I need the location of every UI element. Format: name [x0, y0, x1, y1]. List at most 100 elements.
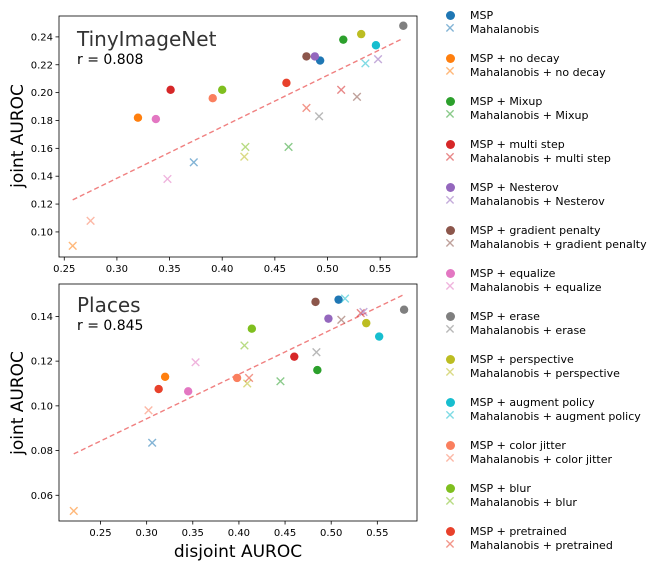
cross-icon: ✕: [444, 365, 456, 381]
x-marker-icon: ✕: [442, 151, 458, 165]
y-tick-label: 0.18: [31, 116, 53, 127]
circle-marker-icon: [442, 139, 458, 149]
msp-point: [362, 318, 371, 328]
cross-icon: ✕: [444, 537, 456, 553]
y-axis-label-tinyimagenet: joint AUROC: [8, 84, 28, 189]
msp-point: [399, 21, 408, 30]
x-marker-stroke: [359, 307, 368, 317]
msp-point: [313, 365, 322, 375]
legend-label: Mahalanobis + augment policy: [470, 409, 641, 423]
y-tick-label: 0.10: [31, 227, 53, 238]
legend-item: ✕ Mahalanobis + color jitter: [442, 452, 654, 466]
mahalanobis-point: [284, 142, 293, 152]
legend-label: Mahalanobis + equalize: [470, 280, 602, 294]
x-marker-stroke: [144, 406, 153, 415]
legend-label: Mahalanobis + pretrained: [470, 538, 613, 552]
legend-item: MSP + multi step: [442, 137, 654, 151]
dot-icon: [445, 440, 455, 450]
mahalanobis-point: [336, 85, 346, 95]
cross-icon: ✕: [444, 494, 456, 510]
x-marker-stroke: [147, 438, 157, 448]
mahalanobis-point: [144, 406, 153, 415]
legend: MSP ✕ Mahalanobis MSP + no decay ✕ Mahalanobi…: [442, 8, 654, 553]
msp-point: [339, 35, 348, 44]
msp-point: [311, 297, 320, 307]
y-tick-label: 0.10: [31, 401, 53, 412]
msp-point: [374, 332, 384, 341]
y-tick-label: 0.12: [31, 357, 53, 368]
msp-point: [218, 85, 227, 95]
msp-point: [310, 52, 320, 61]
x-marker-icon: ✕: [442, 323, 458, 337]
mahalanobis-point: [340, 294, 350, 303]
circle-marker-icon: [442, 440, 458, 450]
x-marker-icon: ✕: [442, 65, 458, 79]
msp-point: [399, 305, 409, 314]
x-marker-icon: ✕: [442, 409, 458, 423]
cross-icon: ✕: [444, 193, 456, 209]
legend-item: MSP + Nesterov: [442, 180, 654, 194]
msp-point: [282, 78, 291, 88]
legend-item: ✕ Mahalanobis + equalize: [442, 280, 654, 294]
x-tick-label: 0.50: [320, 528, 342, 539]
legend-item: ✕ Mahalanobis + Mixup: [442, 108, 654, 122]
x-tick-label: 0.35: [158, 264, 180, 275]
x-tick-label: 0.30: [106, 264, 128, 275]
legend-label: MSP + augment policy: [470, 395, 595, 409]
figure: 0.25 0.30 0.35 0.40 0.45 0.50 0.55 0.10 0.12 0.1…: [8, 15, 418, 562]
panel-title-places: Places: [77, 293, 141, 317]
x-tick-label: 0.30: [136, 528, 158, 539]
x-marker-icon: ✕: [442, 280, 458, 294]
circle-marker-icon: [442, 354, 458, 364]
legend-label: Mahalanobis + multi step: [470, 151, 611, 165]
msp-point: [302, 52, 311, 61]
cross-icon: ✕: [444, 236, 456, 252]
cross-icon: ✕: [444, 322, 456, 338]
dot-icon: [445, 397, 455, 407]
legend-spacer: [442, 337, 654, 352]
dot-icon: [445, 53, 455, 63]
msp-point: [356, 29, 366, 39]
x-marker-stroke: [356, 308, 366, 318]
legend-label: MSP + no decay: [470, 51, 560, 65]
cross-icon: ✕: [444, 408, 456, 424]
legend-item: ✕ Mahalanobis + perspective: [442, 366, 654, 380]
msp-point: [166, 85, 175, 95]
dot-icon: [445, 526, 455, 536]
y-tick-label: 0.08: [31, 446, 53, 457]
x-marker-icon: ✕: [442, 194, 458, 208]
circle-marker-icon: [442, 526, 458, 536]
msp-point: [334, 295, 343, 304]
legend-item: ✕ Mahalanobis: [442, 22, 654, 36]
x-marker-icon: ✕: [442, 538, 458, 552]
mahalanobis-point: [147, 438, 157, 448]
msp-point: [371, 41, 381, 50]
mahalanobis-point: [189, 157, 199, 167]
mahalanobis-point: [86, 216, 95, 226]
y-tick-label: 0.14: [31, 172, 53, 183]
msp-point: [151, 114, 161, 124]
legend-spacer: [442, 79, 654, 94]
dot-icon: [445, 10, 455, 20]
cross-icon: ✕: [444, 64, 456, 80]
legend-label: Mahalanobis + erase: [470, 323, 586, 337]
correlation-label-tinyimagenet: r = 0.808: [77, 52, 143, 68]
mahalanobis-point: [276, 376, 285, 386]
mahalanobis-point: [68, 241, 77, 251]
legend-label: MSP + Mixup: [470, 94, 543, 108]
legend-item: MSP + pretrained: [442, 524, 654, 538]
dot-icon: [445, 483, 455, 493]
legend-item: MSP + blur: [442, 481, 654, 495]
legend-item: MSP + Mixup: [442, 94, 654, 108]
legend-label: Mahalanobis + Nesterov: [470, 194, 605, 208]
x-marker-stroke: [163, 174, 172, 184]
msp-point: [208, 93, 217, 103]
x-marker-stroke: [240, 341, 249, 350]
legend-item: ✕ Mahalanobis + erase: [442, 323, 654, 337]
x-marker-stroke: [284, 142, 293, 152]
msp-point: [324, 314, 333, 323]
cross-icon: ✕: [444, 451, 456, 467]
panel-places: 0.25 0.30 0.35 0.40 0.45 0.50 0.55 0.06 0.08 0.1…: [8, 283, 418, 562]
x-marker-stroke: [340, 294, 350, 303]
mahalanobis-point: [242, 379, 252, 388]
